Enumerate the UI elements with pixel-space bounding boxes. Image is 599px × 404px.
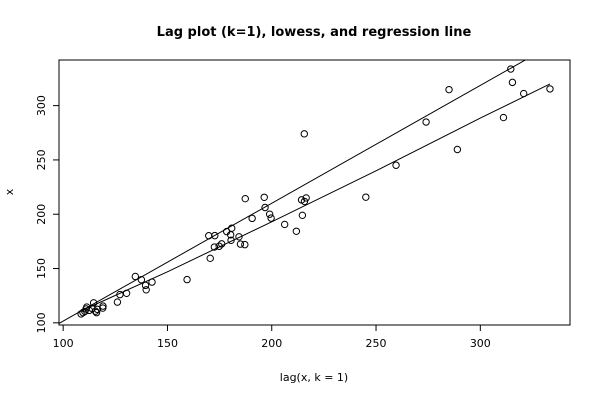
- x-tick-label: 300: [470, 337, 491, 350]
- data-point: [362, 193, 370, 201]
- data-point: [210, 243, 219, 251]
- chart-title: Lag plot (k=1), lowess, and regression l…: [157, 25, 472, 40]
- data-points: [77, 65, 554, 318]
- data-point: [141, 281, 150, 290]
- y-tick-label: 250: [35, 149, 48, 170]
- data-point: [422, 118, 430, 126]
- y-tick-label: 150: [35, 258, 48, 279]
- x-tick-label: 200: [261, 337, 282, 350]
- data-point: [453, 145, 462, 154]
- data-point: [546, 85, 554, 93]
- plot-area-frame: [58, 59, 571, 326]
- data-point: [248, 214, 256, 223]
- data-point: [211, 231, 219, 240]
- regression-line: [59, 60, 527, 324]
- data-point: [113, 298, 122, 306]
- data-point: [298, 211, 307, 220]
- y-tick-label: 300: [35, 95, 48, 116]
- data-point: [300, 130, 308, 138]
- data-point: [241, 194, 249, 203]
- y-axis: 100 150 200 250 300: [35, 95, 60, 333]
- y-axis-label: x: [3, 188, 16, 195]
- x-tick-label: 100: [53, 337, 74, 350]
- x-tick-label: 150: [157, 337, 178, 350]
- data-point: [519, 89, 528, 98]
- y-tick-label: 100: [35, 312, 48, 333]
- lowess-curve: [80, 83, 551, 312]
- data-point: [142, 286, 150, 294]
- data-point: [227, 224, 236, 232]
- data-point: [93, 305, 102, 314]
- x-axis: 100 150 200 250 300: [53, 324, 491, 350]
- data-point: [137, 276, 146, 284]
- data-point: [260, 193, 268, 201]
- data-point: [292, 227, 301, 235]
- data-point: [148, 278, 156, 286]
- data-point: [99, 302, 107, 310]
- data-point: [91, 307, 100, 315]
- data-point: [499, 113, 508, 122]
- data-point: [122, 289, 131, 297]
- data-point: [131, 272, 140, 281]
- data-point: [206, 254, 214, 263]
- data-point: [236, 240, 245, 248]
- data-point: [227, 236, 235, 244]
- data-point: [261, 203, 269, 212]
- data-point: [280, 220, 289, 229]
- x-tick-label: 250: [366, 337, 387, 350]
- data-point: [265, 210, 274, 218]
- fit-lines: [59, 60, 551, 324]
- data-point: [508, 78, 517, 87]
- data-point: [205, 232, 213, 240]
- data-point: [507, 65, 515, 73]
- data-point: [215, 242, 223, 250]
- data-point: [392, 161, 400, 169]
- data-point: [235, 233, 243, 241]
- y-tick-label: 200: [35, 204, 48, 225]
- data-point: [241, 240, 249, 249]
- data-point: [267, 214, 275, 222]
- x-axis-label: lag(x, k = 1): [280, 371, 348, 384]
- data-point: [217, 240, 226, 248]
- data-point: [92, 308, 101, 317]
- data-point: [116, 290, 124, 299]
- data-point: [445, 85, 453, 94]
- data-point: [300, 197, 309, 206]
- data-point: [89, 299, 98, 307]
- data-point: [183, 275, 191, 284]
- data-point: [77, 310, 85, 318]
- data-point: [302, 194, 310, 202]
